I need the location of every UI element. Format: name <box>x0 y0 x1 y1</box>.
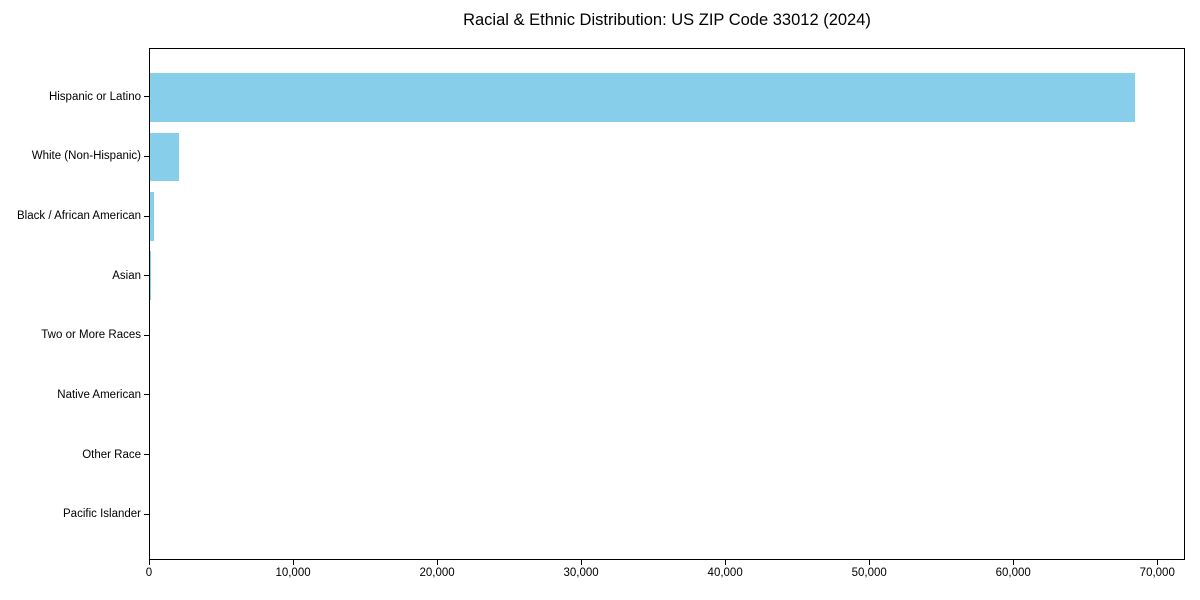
x-tick-label: 10,000 <box>275 567 311 579</box>
y-tick-label: Pacific Islander <box>63 508 141 521</box>
y-tick-row <box>144 67 149 127</box>
x-tick-label: 70,000 <box>1139 567 1175 579</box>
x-axis-tick-mark <box>1013 560 1015 565</box>
bar-row <box>150 306 1184 365</box>
chart-title: Racial & Ethnic Distribution: US ZIP Cod… <box>463 11 871 29</box>
plot-area <box>149 48 1185 560</box>
y-tick-label: Asian <box>112 269 141 282</box>
y-axis-ticks <box>144 48 149 560</box>
bar-row <box>150 484 1184 543</box>
bars-container <box>150 49 1184 559</box>
x-tick-label: 30,000 <box>563 567 599 579</box>
y-tick-label: Two or More Races <box>41 329 141 342</box>
bar-asian <box>150 251 152 301</box>
bar-hispanic-or-latino <box>150 73 1135 123</box>
x-axis-tick-mark <box>437 560 439 565</box>
y-tick-row <box>144 306 149 366</box>
y-tick-label: Other Race <box>82 448 141 461</box>
x-axis-tick-mark <box>293 560 295 565</box>
x-tick-label: 60,000 <box>995 567 1031 579</box>
y-axis-tick-mark <box>144 155 149 157</box>
y-tick-row <box>144 186 149 246</box>
bar-row <box>150 365 1184 424</box>
x-axis-tick-mark <box>869 560 871 565</box>
y-label-row: Other Race <box>0 425 141 485</box>
y-tick-label: Black / African American <box>17 210 141 223</box>
y-axis-tick-mark <box>144 96 149 98</box>
y-tick-row <box>144 127 149 187</box>
y-label-row: Black / African American <box>0 186 141 246</box>
bar-row <box>150 246 1184 305</box>
x-axis-tick-mark <box>149 560 150 565</box>
y-axis-tick-mark <box>144 334 149 336</box>
x-axis-tick-mark <box>725 560 727 565</box>
y-tick-row <box>144 365 149 425</box>
y-tick-label: White (Non-Hispanic) <box>31 150 141 163</box>
y-label-row: Asian <box>0 246 141 306</box>
x-axis-tick-mark <box>581 560 583 565</box>
bar-white-non-hispanic <box>150 132 179 182</box>
bar-row <box>150 127 1184 186</box>
y-tick-row <box>144 246 149 306</box>
x-tick-label: 0 <box>145 567 153 579</box>
y-label-row: Two or More Races <box>0 306 141 366</box>
y-axis-tick-mark <box>144 394 149 396</box>
y-label-row: Hispanic or Latino <box>0 67 141 127</box>
y-axis-tick-mark <box>144 454 149 456</box>
y-label-row: White (Non-Hispanic) <box>0 127 141 187</box>
x-axis-tick-mark <box>1157 560 1159 565</box>
y-label-row: Native American <box>0 365 141 425</box>
y-tick-row <box>144 425 149 485</box>
y-tick-label: Native American <box>57 388 141 401</box>
x-tick-label: 50,000 <box>851 567 887 579</box>
x-tick-label: 40,000 <box>707 567 743 579</box>
x-tick-label: 20,000 <box>419 567 455 579</box>
y-axis-tick-mark <box>144 215 149 217</box>
y-tick-row <box>144 484 149 544</box>
bar-black-african-american <box>150 192 155 241</box>
bar-row <box>150 187 1184 246</box>
y-label-row: Pacific Islander <box>0 484 141 544</box>
y-axis-tick-mark <box>144 275 149 277</box>
y-tick-label: Hispanic or Latino <box>48 90 141 103</box>
y-axis-labels: Hispanic or Latino White (Non-Hispanic) Bl… <box>0 48 141 560</box>
y-axis-tick-mark <box>144 513 149 515</box>
bar-row <box>150 68 1184 127</box>
bar-row <box>150 424 1184 483</box>
